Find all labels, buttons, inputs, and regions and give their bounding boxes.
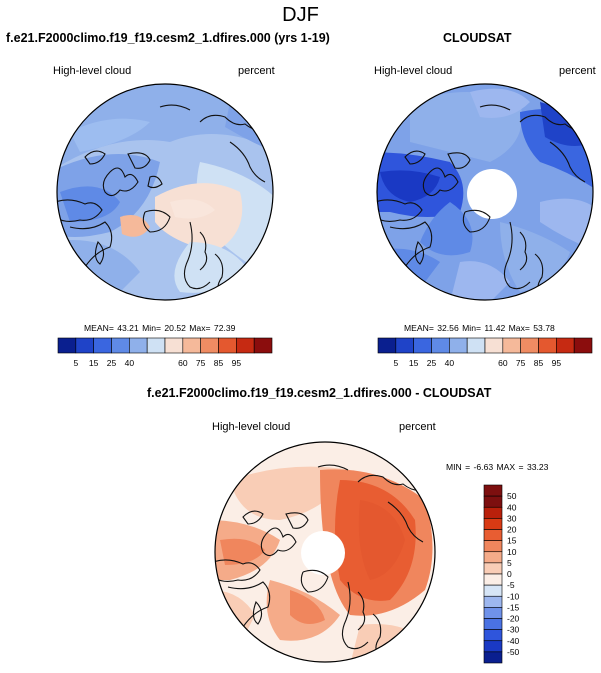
panel-1-colorbar-swatch xyxy=(182,337,201,354)
panel-1-map xyxy=(56,83,274,301)
panel-3-colorbar-swatch xyxy=(483,518,503,530)
panel-2-colorbar-tick-label: 95 xyxy=(552,358,562,368)
panel-2-colorbar-swatch xyxy=(484,337,504,354)
panel-2-colorbar-tick-label: 40 xyxy=(445,358,455,368)
panel-3-colorbar-tick-label: 30 xyxy=(507,513,517,523)
panel-3-colorbar-swatch xyxy=(483,584,503,597)
panel-2-colorbar-swatch xyxy=(520,337,539,354)
page-title: DJF xyxy=(282,4,319,26)
panel-1-colorbar-tick-label: 95 xyxy=(232,358,242,368)
panel-3-colorbar-swatch xyxy=(483,573,503,586)
panel-2-colorbar-tick-label: 60 xyxy=(498,358,508,368)
panel-3-colorbar-tick-label: 0 xyxy=(507,569,512,579)
panel-1-colorbar-swatch xyxy=(93,337,112,354)
panel-2-colorbar-tick-label: 75 xyxy=(516,358,526,368)
panel-2-colorbar-swatch xyxy=(395,337,414,354)
panel-1-colorbar-swatch xyxy=(129,337,148,354)
panel-3-variable-label: High-level cloud xyxy=(212,421,291,433)
panel-1-colorbar-swatch xyxy=(75,337,94,354)
panel-1-colorbar-tick-label: 60 xyxy=(178,358,188,368)
panel-2-stats: MEAN= 32.56 Min= 11.42 Max= 53.78 xyxy=(404,323,555,333)
panel-2-colorbar-swatch xyxy=(413,337,432,354)
panel-2-colorbar-swatch xyxy=(556,337,575,354)
panel-3-colorbar-swatch xyxy=(483,529,503,541)
panel-2-colorbar-swatch xyxy=(431,337,450,354)
panel-1-units-label: percent xyxy=(238,65,275,77)
panel-2-variable-label: High-level cloud xyxy=(374,65,453,77)
panel-1-colorbar-swatch xyxy=(164,337,184,354)
panel-1-variable-label: High-level cloud xyxy=(53,65,132,77)
panel-2-colorbar-tick-label: 85 xyxy=(534,358,544,368)
panel-2-colorbar-swatch xyxy=(449,337,468,354)
panel-1-colorbar-swatch xyxy=(218,337,237,354)
panel-1-colorbar-swatch xyxy=(146,337,166,354)
panel-3-colorbar-tick-label: 10 xyxy=(507,547,517,557)
panel-3-colorbar-swatch xyxy=(483,629,503,642)
panel-1-colorbar-tick-label: 25 xyxy=(107,358,117,368)
panel-1-colorbar-swatch xyxy=(111,337,130,354)
panel-1-colorbar-tick-label: 40 xyxy=(125,358,135,368)
panel-3-colorbar-tick-label: 20 xyxy=(507,525,517,535)
panel-3-units-label: percent xyxy=(399,421,436,433)
panel-3-colorbar-tick-label: 15 xyxy=(507,536,517,546)
panel-3-title: f.e21.F2000climo.f19_f19.cesm2_1.dfires.… xyxy=(147,386,492,400)
panel-3-colorbar-tick-label: -50 xyxy=(507,647,520,657)
panel-2-colorbar-swatch xyxy=(573,337,593,354)
panel-2-colorbar-swatch xyxy=(502,337,521,354)
panel-3-colorbar-swatch xyxy=(483,562,503,575)
panel-1-colorbar-tick-label: 75 xyxy=(196,358,206,368)
panel-3-colorbar-swatch xyxy=(483,618,503,630)
panel-1-colorbar-swatch xyxy=(236,337,255,354)
panel-3-colorbar-tick-label: -5 xyxy=(507,580,515,590)
panel-3-colorbar-tick-label: 50 xyxy=(507,491,517,501)
panel-1-colorbar-tick-label: 15 xyxy=(89,358,99,368)
panel-3-colorbar-swatch xyxy=(483,484,503,497)
panel-3-colorbar-swatch xyxy=(483,651,503,664)
panel-1-colorbar-tick-label: 5 xyxy=(73,358,78,368)
panel-3-colorbar-swatch xyxy=(483,551,503,564)
panel-2-map xyxy=(376,83,594,301)
panel-3-colorbar-tick-label: 40 xyxy=(507,502,517,512)
panel-3-colorbar-tick-label: -15 xyxy=(507,602,520,612)
panel-3-colorbar-tick-label: 5 xyxy=(507,558,512,568)
panel-2-colorbar-tick-label: 25 xyxy=(427,358,437,368)
panel-2-units-label: percent xyxy=(559,65,596,77)
panel-2-colorbar-swatch xyxy=(466,337,486,354)
panel-3-colorbar-swatch xyxy=(483,506,503,519)
panel-1-colorbar-tick-label: 85 xyxy=(214,358,224,368)
panel-2-title: CLOUDSAT xyxy=(443,31,512,45)
panel-1-stats: MEAN= 43.21 Min= 20.52 Max= 72.39 xyxy=(84,323,236,333)
panel-2-colorbar-swatch xyxy=(538,337,557,354)
panel-1-colorbar-swatch xyxy=(57,337,77,354)
panel-3-colorbar-tick-label: -20 xyxy=(507,614,520,624)
panel-3-colorbar-swatch xyxy=(483,640,503,653)
panel-1-colorbar: 5 15 25 40 60 75 85 95 xyxy=(57,337,273,368)
panel-2-colorbar-swatch xyxy=(377,337,397,354)
panel-3-map xyxy=(214,441,436,663)
panel-2-colorbar: 5 15 25 40 60 75 85 95 xyxy=(377,337,593,368)
panel-2-colorbar-tick-label: 5 xyxy=(393,358,398,368)
panel-3-colorbar-swatch xyxy=(483,607,503,619)
panel-1-colorbar-swatch xyxy=(253,337,273,354)
panel-3-colorbar-swatch xyxy=(483,595,503,608)
panel-3-colorbar-swatch xyxy=(483,495,503,508)
panel-3-stats: MIN = -6.63 MAX = 33.23 xyxy=(446,462,549,472)
panel-3-colorbar-swatch xyxy=(483,540,503,553)
panel-2-colorbar-tick-label: 15 xyxy=(409,358,419,368)
panel-3-colorbar-tick-label: -30 xyxy=(507,625,520,635)
panel-1-title: f.e21.F2000climo.f19_f19.cesm2_1.dfires.… xyxy=(6,31,330,45)
panel-3-colorbar-tick-label: -40 xyxy=(507,636,520,646)
panel-3-colorbar-tick-label: -10 xyxy=(507,591,520,601)
panel-1-colorbar-swatch xyxy=(200,337,219,354)
